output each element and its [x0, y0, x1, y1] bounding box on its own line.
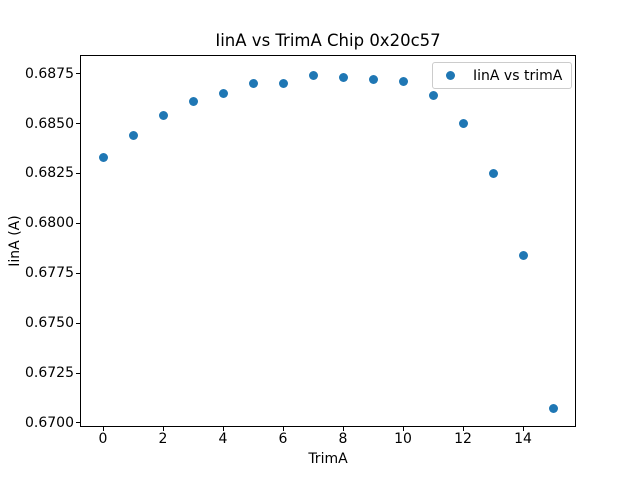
y-tick-label: 0.6825 [25, 165, 74, 182]
x-tick-label: 14 [514, 431, 532, 447]
data-point [248, 79, 258, 89]
data-point [368, 75, 378, 85]
x-tick [102, 427, 104, 431]
data-point [188, 97, 198, 107]
y-tick-label: 0.6875 [25, 65, 74, 82]
x-tick-label: 8 [338, 431, 348, 447]
data-point [278, 79, 288, 89]
x-tick-label: 0 [98, 431, 108, 447]
data-point [518, 250, 528, 260]
legend-label: IinA vs trimA [473, 67, 563, 84]
y-tick [76, 172, 80, 174]
data-point [128, 131, 138, 141]
plot-area [80, 55, 576, 427]
y-tick-label: 0.6725 [25, 365, 74, 381]
y-tick [76, 322, 80, 324]
x-tick [222, 427, 224, 431]
x-tick [402, 427, 404, 431]
data-point [158, 111, 168, 121]
y-tick [76, 372, 80, 374]
x-axis-label: TrimA [308, 451, 348, 467]
data-point [548, 404, 558, 414]
x-tick [522, 427, 524, 431]
legend-marker-icon [446, 71, 455, 80]
x-tick-label: 6 [278, 431, 288, 447]
x-tick-label: 4 [218, 431, 228, 447]
x-tick-label: 10 [394, 431, 412, 447]
y-tick [76, 222, 80, 224]
x-tick [462, 427, 464, 431]
data-point [428, 91, 438, 101]
y-tick [76, 73, 80, 75]
x-tick [282, 427, 284, 431]
y-tick-label: 0.6800 [25, 215, 74, 232]
x-tick-label: 2 [158, 431, 168, 447]
data-point [338, 73, 348, 83]
chart-title: IinA vs TrimA Chip 0x20c57 [215, 31, 441, 50]
x-tick-label: 12 [454, 431, 472, 447]
data-point [98, 152, 108, 162]
legend: IinA vs trimA [432, 62, 572, 89]
y-tick-label: 0.6700 [25, 414, 74, 431]
y-tick [76, 422, 80, 424]
y-tick [76, 123, 80, 125]
y-tick-label: 0.6850 [25, 115, 74, 132]
x-tick [342, 427, 344, 431]
data-point [398, 77, 408, 87]
data-point [458, 119, 468, 129]
x-tick [162, 427, 164, 431]
y-tick-label: 0.6775 [25, 265, 74, 282]
data-point [308, 71, 318, 81]
y-tick [76, 272, 80, 274]
data-point [488, 168, 498, 178]
data-point [218, 89, 228, 99]
y-tick-label: 0.6750 [25, 315, 74, 332]
